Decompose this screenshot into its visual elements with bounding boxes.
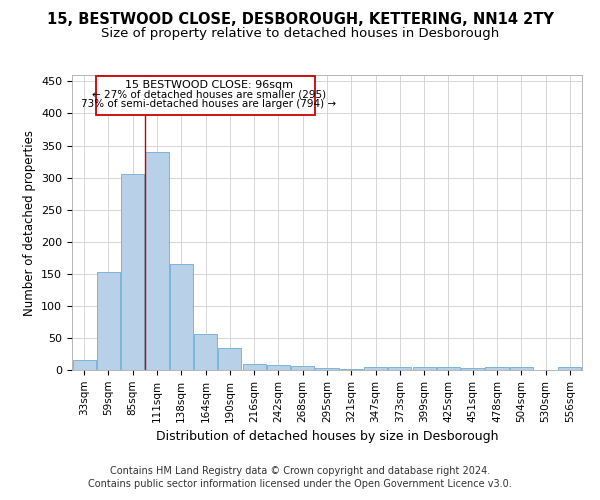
Bar (97, 272, 120, 370)
Bar (194, 334, 217, 370)
Text: Contains HM Land Registry data © Crown copyright and database right 2024.: Contains HM Land Registry data © Crown c… (110, 466, 490, 476)
Text: Size of property relative to detached houses in Desborough: Size of property relative to detached ho… (101, 28, 499, 40)
Bar (73, 360, 95, 370)
Bar (485, 368, 509, 370)
Text: 15, BESTWOOD CLOSE, DESBOROUGH, KETTERING, NN14 2TY: 15, BESTWOOD CLOSE, DESBOROUGH, KETTERIN… (47, 12, 553, 28)
Text: 73% of semi-detached houses are larger (794) →: 73% of semi-detached houses are larger (… (81, 99, 336, 109)
Bar (291, 366, 314, 370)
Bar (461, 368, 484, 370)
Bar (267, 365, 290, 370)
Text: 15 BESTWOOD CLOSE: 96sqm: 15 BESTWOOD CLOSE: 96sqm (125, 80, 293, 90)
Bar (316, 368, 338, 370)
Y-axis label: Number of detached properties: Number of detached properties (23, 130, 35, 316)
Bar (413, 368, 436, 370)
Bar (218, 348, 241, 370)
Bar (559, 368, 581, 370)
Bar (388, 368, 412, 370)
Bar (364, 367, 387, 370)
Bar (510, 367, 533, 370)
X-axis label: Distribution of detached houses by size in Desborough: Distribution of detached houses by size … (156, 430, 498, 443)
Text: Contains public sector information licensed under the Open Government Licence v3: Contains public sector information licen… (88, 479, 512, 489)
Bar (145, 152, 169, 370)
Bar (170, 264, 193, 370)
Bar (96, 76, 316, 115)
Text: ← 27% of detached houses are smaller (295): ← 27% of detached houses are smaller (29… (92, 89, 326, 99)
Bar (437, 368, 460, 370)
Bar (121, 174, 144, 370)
Bar (242, 364, 266, 370)
Bar (340, 368, 363, 370)
